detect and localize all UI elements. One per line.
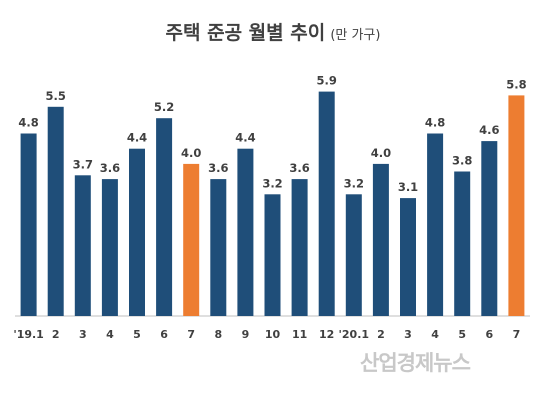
x-tick-label-5: 6 — [160, 328, 168, 341]
bar-4 — [129, 148, 145, 316]
value-label-0: 4.8 — [18, 116, 38, 130]
value-label-3: 3.6 — [100, 161, 120, 175]
bar-12 — [345, 194, 362, 316]
value-label-17: 4.6 — [479, 123, 499, 137]
bar-8 — [237, 148, 254, 316]
value-label-14: 3.1 — [398, 180, 418, 194]
value-label-2: 3.7 — [73, 157, 93, 171]
value-label-9: 3.2 — [262, 176, 282, 190]
bar-10 — [291, 179, 308, 316]
bar-9 — [264, 194, 281, 316]
bar-17 — [481, 141, 498, 316]
x-tick-label-17: 6 — [485, 328, 493, 341]
bar-3 — [101, 179, 118, 316]
x-tick-label-3: 4 — [106, 328, 114, 341]
value-label-15: 4.8 — [425, 116, 445, 130]
value-label-6: 4.0 — [181, 146, 201, 160]
bar-13 — [372, 163, 389, 316]
value-label-13: 4.0 — [371, 146, 391, 160]
bar-18 — [508, 95, 525, 317]
bar-2 — [74, 175, 91, 316]
bar-6 — [183, 163, 200, 316]
x-tick-label-18: 7 — [513, 328, 521, 341]
bar-1 — [47, 106, 64, 316]
x-tick-label-13: 2 — [377, 328, 385, 341]
bar-7 — [210, 179, 227, 316]
chart-title: 주택 준공 월별 추이 (만 가구) — [0, 18, 546, 45]
watermark-logo: 산업경제뉴스 — [360, 351, 471, 375]
x-tick-label-15: 4 — [431, 328, 439, 341]
value-label-7: 3.6 — [208, 161, 228, 175]
value-label-18: 5.8 — [506, 77, 526, 91]
x-tick-label-4: 5 — [133, 328, 141, 341]
bar-14 — [400, 198, 416, 316]
value-label-11: 5.9 — [317, 74, 337, 88]
x-tick-label-7: 8 — [214, 328, 222, 341]
value-label-12: 3.2 — [344, 176, 364, 190]
value-label-10: 3.6 — [289, 161, 309, 175]
x-tick-label-0: '19.1 — [13, 328, 44, 341]
x-tick-label-9: 10 — [265, 328, 281, 341]
x-tick-label-10: 11 — [292, 328, 307, 341]
value-label-4: 4.4 — [127, 131, 147, 145]
x-tick-label-11: 12 — [319, 328, 334, 341]
bar-5 — [156, 118, 173, 316]
x-tick-label-14: 3 — [404, 328, 412, 341]
x-tick-label-12: '20.1 — [339, 328, 370, 341]
value-label-16: 3.8 — [452, 154, 472, 168]
value-label-1: 5.5 — [46, 89, 66, 103]
bar-0 — [20, 133, 37, 316]
bar-11 — [318, 91, 335, 316]
value-label-8: 4.4 — [235, 131, 255, 145]
x-tick-label-2: 3 — [79, 328, 87, 341]
x-tick-label-16: 5 — [458, 328, 466, 341]
chart-unit-text: (만 가구) — [330, 28, 381, 43]
bar-16 — [454, 171, 471, 316]
value-label-5: 5.2 — [154, 100, 174, 114]
bar-15 — [427, 133, 444, 316]
x-tick-label-1: 2 — [52, 328, 60, 341]
x-tick-label-6: 7 — [187, 328, 195, 341]
chart-title-text: 주택 준공 월별 추이 — [165, 22, 326, 44]
x-tick-label-8: 9 — [242, 328, 250, 341]
